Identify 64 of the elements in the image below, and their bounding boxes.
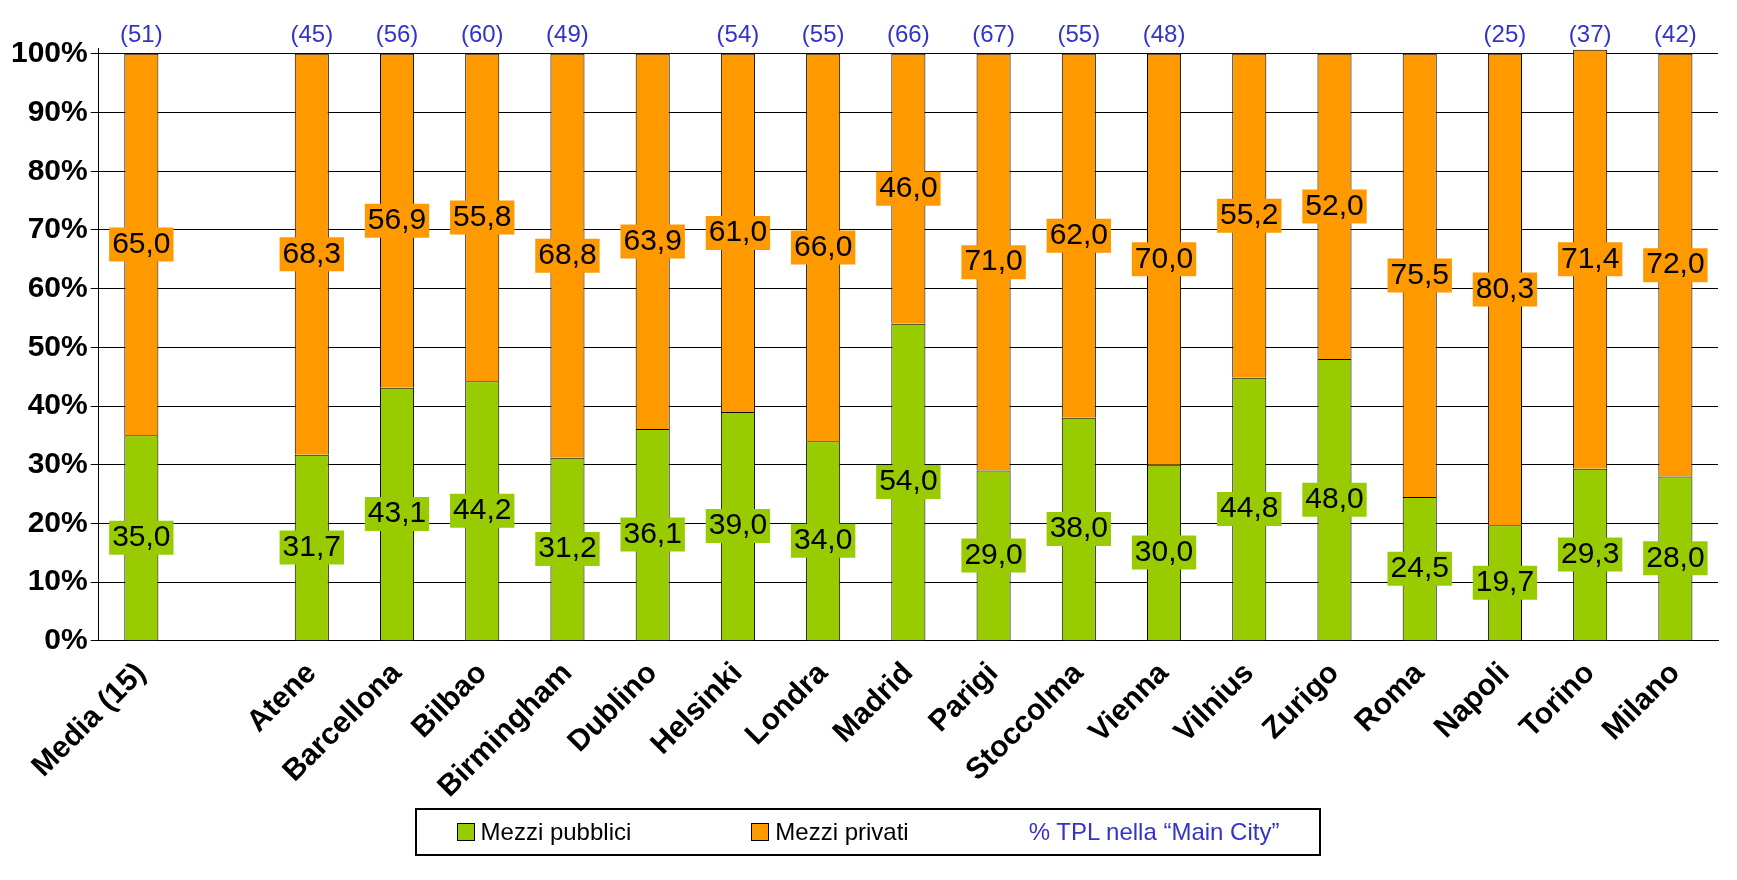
data-label: 38,0 — [1049, 510, 1109, 544]
text: % TPL nella “Main City” — [1028, 818, 1280, 846]
data-label: 80,3 — [1475, 270, 1535, 304]
data-label: 70,0 — [1134, 240, 1194, 274]
data-label: 31,2 — [538, 530, 597, 564]
data-label: 19,7 — [1475, 563, 1535, 597]
y-tick-label: 20% — [27, 504, 88, 538]
data-label: 43,1 — [367, 495, 427, 529]
data-label: 71,0 — [964, 243, 1023, 277]
annotation: (25) — [1483, 20, 1527, 48]
legend-label: Mezzi pubblici — [480, 818, 632, 846]
data-label: 34,0 — [793, 522, 853, 556]
data-label: 54,0 — [879, 463, 938, 497]
annotation: (49) — [546, 20, 589, 48]
data-label: 31,7 — [282, 528, 341, 562]
annotation: (54) — [716, 20, 760, 48]
y-tick-label: 70% — [27, 211, 88, 245]
data-label: 35,0 — [112, 519, 171, 553]
data-label: 63,9 — [623, 222, 682, 256]
data-label: 24,5 — [1390, 549, 1449, 583]
annotation: (67) — [972, 20, 1015, 48]
data-label: 62,0 — [1049, 217, 1109, 251]
data-label: 48,0 — [1305, 480, 1364, 514]
data-label: 39,0 — [708, 507, 768, 541]
data-label: 55,8 — [453, 198, 512, 232]
data-label: 44,2 — [453, 492, 512, 526]
data-label: 75,5 — [1390, 256, 1449, 290]
y-tick-label: 30% — [27, 445, 88, 479]
y-tick-label: 10% — [27, 563, 88, 597]
data-label: 36,1 — [623, 515, 682, 549]
data-label: 65,0 — [112, 225, 171, 259]
data-label: 68,8 — [538, 237, 597, 271]
y-tick-label: 80% — [27, 152, 88, 186]
data-label: 56,9 — [367, 202, 427, 236]
annotation: (51) — [120, 20, 163, 48]
y-tick-label: 90% — [27, 93, 88, 127]
annotation: (37) — [1568, 20, 1612, 48]
data-label: 71,4 — [1560, 240, 1620, 274]
y-tick-label: 40% — [27, 387, 88, 421]
data-label: 72,0 — [1646, 246, 1705, 280]
y-tick-label: 60% — [27, 269, 88, 303]
data-label: 30,0 — [1134, 533, 1194, 567]
data-label: 66,0 — [793, 228, 853, 262]
data-label: 52,0 — [1305, 187, 1364, 221]
data-label: 28,0 — [1646, 539, 1705, 573]
annotation: (42) — [1654, 20, 1697, 48]
annotation: (55) — [801, 20, 845, 48]
annotation: (60) — [460, 20, 504, 48]
y-tick-label: 50% — [27, 328, 88, 362]
data-label: 44,8 — [1220, 490, 1279, 524]
annotation: (55) — [1057, 20, 1101, 48]
annotation: (45) — [290, 20, 334, 48]
data-label: 29,0 — [964, 536, 1023, 570]
legend-label: Mezzi privati — [775, 818, 909, 846]
y-tick-label: 100% — [10, 35, 88, 69]
y-tick-label: 0% — [44, 622, 88, 656]
annotation: (48) — [1142, 20, 1186, 48]
data-label: 29,3 — [1560, 535, 1620, 569]
data-label: 61,0 — [708, 214, 768, 248]
annotation: (66) — [887, 20, 930, 48]
data-label: 55,2 — [1220, 197, 1279, 231]
data-label: 46,0 — [879, 170, 938, 204]
data-label: 68,3 — [282, 235, 341, 269]
annotation: (56) — [375, 20, 419, 48]
